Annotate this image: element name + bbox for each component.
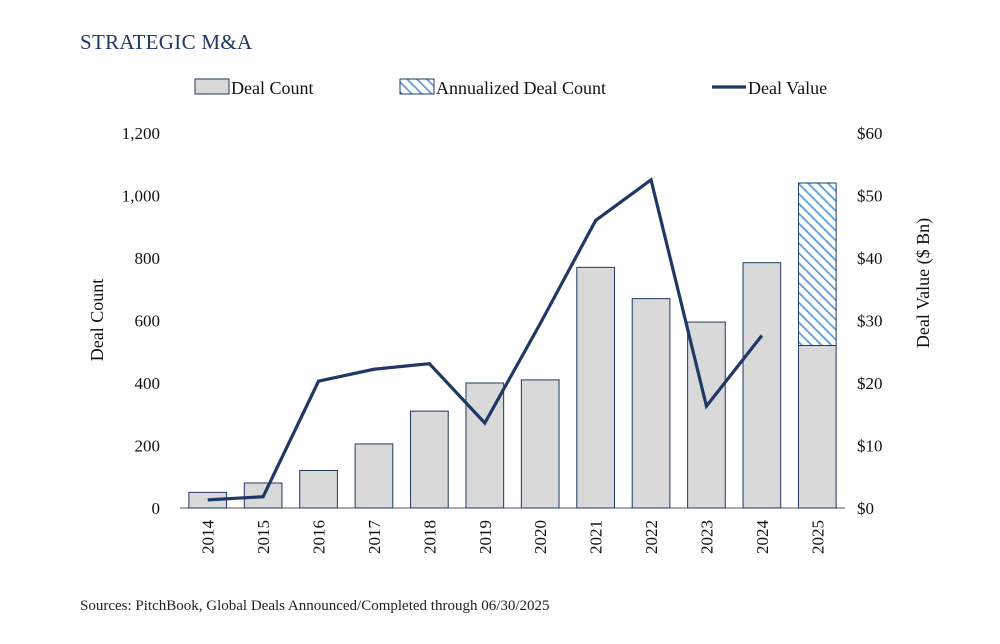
x-tick-label: 2024 bbox=[753, 520, 772, 555]
bars bbox=[188, 182, 837, 509]
deal-value-line bbox=[207, 177, 764, 502]
deal-count-bar bbox=[576, 266, 615, 509]
x-tick-label: 2015 bbox=[254, 520, 273, 554]
x-tick-label: 2016 bbox=[310, 520, 329, 554]
legend-item-deal-count: Deal Count bbox=[194, 78, 314, 98]
y-left-tick-label: 400 bbox=[135, 374, 161, 393]
y-right-tick-label: $0 bbox=[857, 499, 874, 518]
x-tick-label: 2023 bbox=[697, 520, 716, 554]
y-right-tick-label: $10 bbox=[857, 437, 883, 456]
y-right-tick-label: $60 bbox=[857, 124, 883, 143]
deal-count-bar bbox=[410, 410, 449, 509]
deal-count-bar bbox=[299, 470, 338, 509]
x-tick-label: 2014 bbox=[199, 520, 218, 555]
y-left-tick-label: 200 bbox=[135, 437, 161, 456]
y-left-tick-label: 600 bbox=[135, 312, 161, 331]
legend: Deal Count Annualized Deal Count Deal Valu… bbox=[194, 78, 827, 98]
legend-label-deal-count: Deal Count bbox=[231, 78, 314, 98]
legend-item-deal-value: Deal Value bbox=[712, 78, 827, 98]
x-tick-label: 2021 bbox=[587, 520, 606, 554]
legend-swatch-annualized bbox=[399, 78, 435, 95]
x-tick-label: 2025 bbox=[808, 520, 827, 554]
deal-count-bar bbox=[797, 345, 837, 509]
axes: 0 200 400 600 800 1,000 1,200 $0 $10 $20 $30 $40 $50… bbox=[87, 124, 934, 554]
annualized-deal-count-bar bbox=[797, 182, 837, 346]
legend-item-annualized: Annualized Deal Count bbox=[399, 78, 606, 98]
x-tick-label: 2018 bbox=[420, 520, 439, 554]
y-right-axis-title: Deal Value ($ Bn) bbox=[913, 218, 934, 348]
y-left-tick-label: 1,000 bbox=[122, 187, 160, 206]
x-tick-label: 2019 bbox=[476, 520, 495, 554]
y-left-axis-title: Deal Count bbox=[87, 279, 107, 362]
y-left-tick-label: 1,200 bbox=[122, 124, 160, 143]
legend-swatch-deal-count bbox=[194, 78, 230, 95]
chart-title: STRATEGIC M&A bbox=[80, 30, 253, 54]
source-note: Sources: PitchBook, Global Deals Announc… bbox=[80, 598, 550, 614]
y-right-tick-label: $20 bbox=[857, 374, 883, 393]
x-tick-label: 2017 bbox=[365, 520, 384, 555]
x-tick-label: 2022 bbox=[642, 520, 661, 554]
deal-count-bar bbox=[742, 262, 782, 509]
deal-count-bar bbox=[465, 382, 505, 509]
legend-label-deal-value: Deal Value bbox=[748, 78, 827, 98]
deal-count-bar bbox=[520, 379, 560, 509]
deal-count-bar bbox=[354, 443, 394, 509]
legend-label-annualized: Annualized Deal Count bbox=[436, 78, 606, 98]
x-tick-label: 2020 bbox=[531, 520, 550, 554]
y-right-tick-label: $40 bbox=[857, 249, 883, 268]
y-left-tick-label: 0 bbox=[152, 499, 161, 518]
deal-count-bar bbox=[631, 298, 671, 509]
y-right-tick-label: $30 bbox=[857, 312, 883, 331]
y-left-tick-label: 800 bbox=[135, 249, 161, 268]
y-right-tick-label: $50 bbox=[857, 187, 883, 206]
